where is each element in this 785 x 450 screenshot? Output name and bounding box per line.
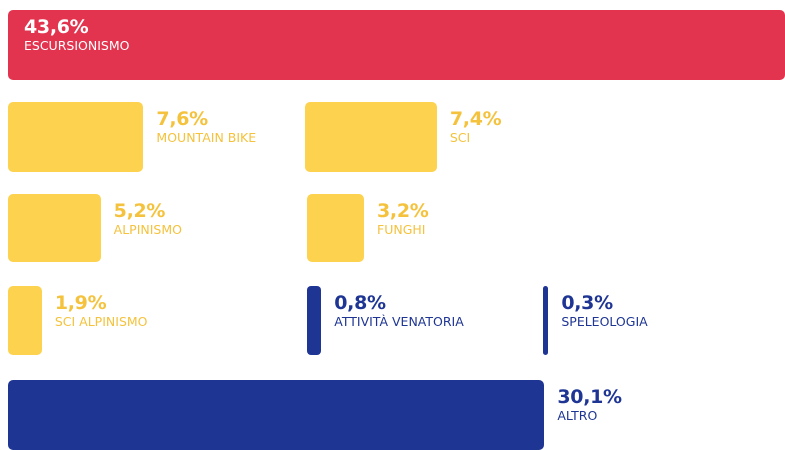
category-label: ALTRO bbox=[557, 407, 598, 423]
bar-label: 5,2% ALPINISMO bbox=[113, 200, 314, 237]
bar bbox=[8, 380, 545, 450]
category-label: SCI ALPINISMO bbox=[54, 313, 148, 329]
bar-label: 30,1% ALTRO bbox=[557, 386, 757, 423]
category-label: FUNGHI bbox=[377, 221, 426, 237]
value-label: 30,1% bbox=[557, 386, 622, 408]
bar bbox=[8, 10, 785, 80]
bar-label: 1,9% SCI ALPINISMO bbox=[54, 292, 255, 329]
bar-label: 7,6% MOUNTAIN BIKE bbox=[156, 108, 257, 145]
value-label: 0,8% bbox=[334, 292, 386, 314]
category-label: SPELEOLOGIA bbox=[561, 313, 648, 329]
category-label: SCI bbox=[449, 129, 471, 145]
value-label: 7,6% bbox=[156, 108, 208, 130]
value-label: 3,2% bbox=[377, 200, 429, 222]
value-label: 5,2% bbox=[113, 200, 166, 222]
bar-label: 3,2% FUNGHI bbox=[377, 200, 577, 237]
value-label: 7,4% bbox=[449, 108, 502, 130]
bar bbox=[543, 286, 549, 355]
value-label: 43,6% bbox=[24, 16, 89, 38]
bar bbox=[305, 102, 437, 172]
bar-label: 43,6% ESCURSIONISMO bbox=[24, 16, 324, 53]
category-label: MOUNTAIN BIKE bbox=[156, 129, 257, 145]
value-label: 1,9% bbox=[54, 292, 107, 314]
value-label: 0,3% bbox=[561, 292, 613, 314]
bar bbox=[8, 194, 101, 262]
bar bbox=[8, 102, 144, 172]
bar bbox=[307, 286, 322, 355]
bar bbox=[8, 286, 42, 355]
bar-label: 7,4% SCI bbox=[449, 108, 650, 145]
category-label: ALPINISMO bbox=[113, 221, 182, 237]
bar-label: 0,8% ATTIVITÀ VENATORIA bbox=[334, 292, 534, 329]
bar-label: 0,3% SPELEOLOGIA bbox=[561, 292, 761, 329]
bar bbox=[307, 194, 365, 262]
category-label: ATTIVITÀ VENATORIA bbox=[334, 313, 464, 329]
category-label: ESCURSIONISMO bbox=[24, 37, 130, 53]
